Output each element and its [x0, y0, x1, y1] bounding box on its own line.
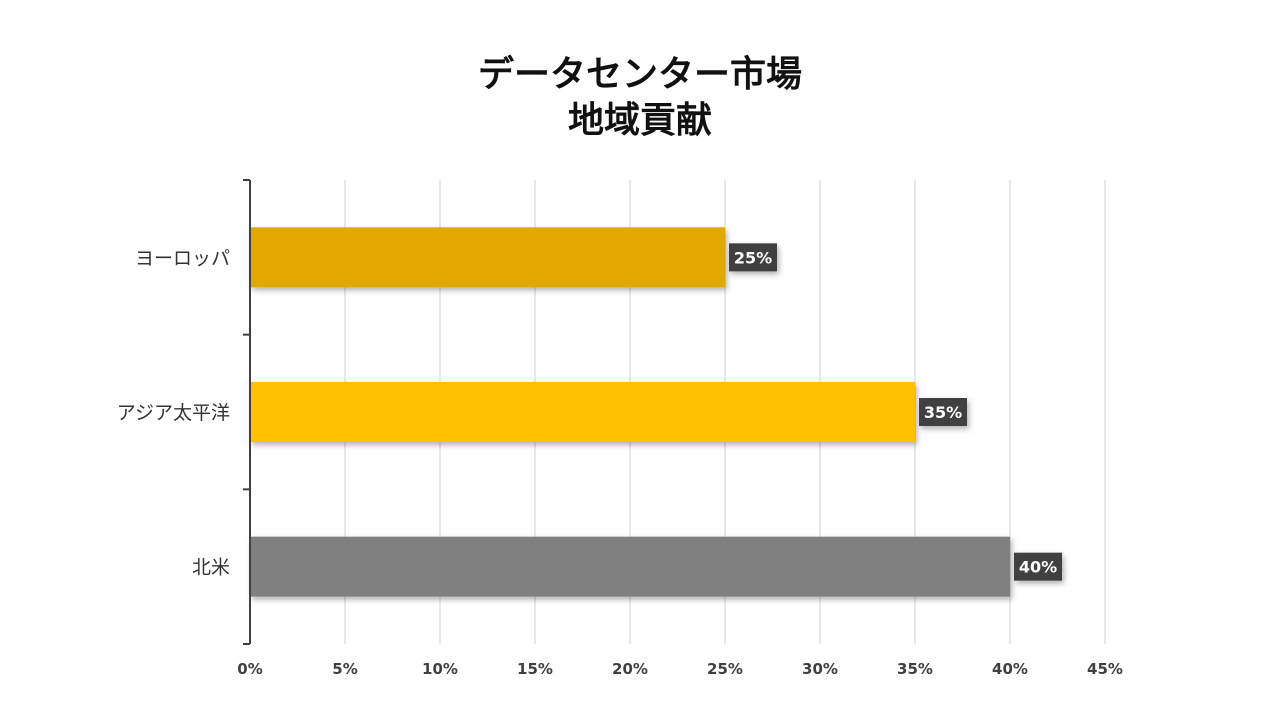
x-tick-label: 45% — [1087, 660, 1123, 678]
category-label: ヨーロッパ — [135, 247, 230, 269]
category-label: アジア太平洋 — [117, 402, 230, 424]
x-tick-label: 25% — [707, 660, 743, 678]
x-tick-label: 5% — [332, 660, 357, 678]
bar-2 — [250, 536, 1010, 597]
x-tick-label: 10% — [422, 660, 458, 678]
x-tick-label: 35% — [897, 660, 933, 678]
chart-title-line-1: データセンター市場 — [477, 54, 802, 95]
category-label: 北米 — [192, 557, 230, 579]
data-label-box — [1014, 552, 1062, 581]
data-label-box — [919, 398, 967, 426]
data-label-box — [729, 243, 777, 272]
chart-title: データセンター市場 地域貢献 — [0, 52, 1280, 144]
chart-title-line-2: 地域貢献 — [567, 100, 712, 141]
x-tick-label: 15% — [517, 660, 553, 678]
bar-1 — [250, 382, 915, 442]
x-tick-label: 0% — [237, 660, 262, 678]
bars — [250, 227, 1010, 597]
data-label: 35% — [924, 403, 962, 422]
x-tick-label: 20% — [612, 660, 648, 678]
axes — [243, 179, 251, 645]
data-label: 25% — [734, 248, 772, 267]
labels: 0% 5% 10% 15% 20% 25% 30% 35% 40% 45% ヨーロッパ 25% アジア太… — [117, 243, 1123, 678]
x-tick-label: 40% — [992, 660, 1028, 678]
x-tick-label: 30% — [802, 660, 838, 678]
data-label: 40% — [1019, 558, 1057, 577]
bar-0 — [250, 227, 725, 288]
